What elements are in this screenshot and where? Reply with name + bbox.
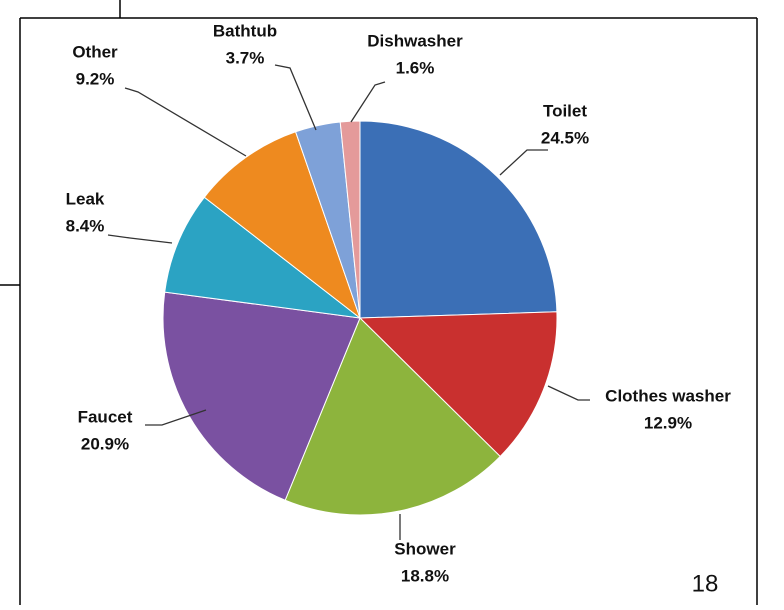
- leader-line: [124, 87, 247, 157]
- slice-label: Toilet: [543, 101, 587, 120]
- slice-label: Other: [72, 42, 118, 61]
- leader-lines: [107, 64, 590, 540]
- leader-line: [274, 64, 317, 131]
- slice-value-label: 20.9%: [81, 434, 129, 453]
- slice-value-label: 18.8%: [401, 566, 449, 585]
- page-number: 18: [692, 570, 719, 597]
- pie-slice: [203, 131, 362, 320]
- leader-line: [145, 409, 207, 426]
- slice-value-label: 3.7%: [226, 48, 265, 67]
- leader-line: [547, 385, 590, 401]
- leader-line: [350, 81, 386, 123]
- slice-label: Shower: [394, 539, 456, 558]
- slice-value-label: 9.2%: [76, 69, 115, 88]
- slice-label: Dishwasher: [367, 31, 463, 50]
- slice-value-label: 1.6%: [396, 58, 435, 77]
- pie: [162, 120, 558, 516]
- slice-value-label: 12.9%: [644, 413, 692, 432]
- pie-slice: [164, 196, 362, 319]
- pie-slice: [162, 291, 361, 501]
- leader-line: [107, 234, 173, 244]
- slice-value-label: 8.4%: [66, 216, 105, 235]
- pie-slice: [339, 120, 361, 319]
- pie-slice: [358, 311, 558, 458]
- pie-slice: [284, 317, 501, 516]
- slice-label: Faucet: [78, 407, 133, 426]
- slice-label: Bathtub: [213, 21, 277, 40]
- slice-value-label: 24.5%: [541, 128, 589, 147]
- slice-label: Clothes washer: [605, 386, 731, 405]
- leader-line: [499, 149, 548, 176]
- slice-label: Leak: [66, 189, 105, 208]
- pie-slice: [359, 120, 558, 319]
